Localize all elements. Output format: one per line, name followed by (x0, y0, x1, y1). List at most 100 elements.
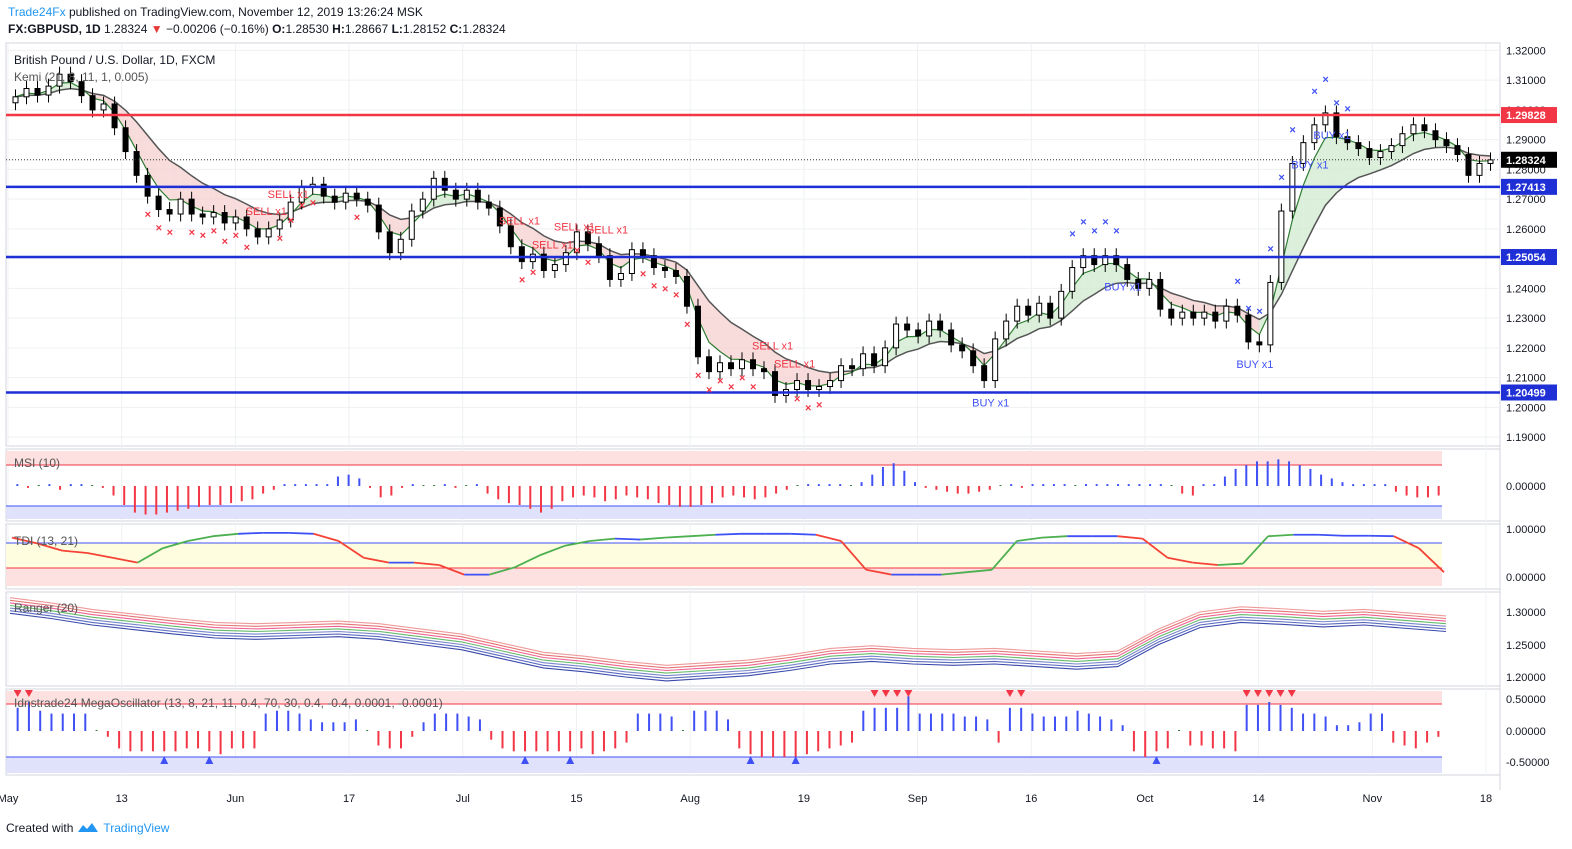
candle-body (661, 267, 668, 272)
candle-body (1058, 290, 1065, 319)
candle-body (1168, 308, 1175, 319)
tradingview-logo-icon (78, 823, 99, 832)
buy-marker: × (1333, 98, 1339, 110)
candle-body (1443, 139, 1450, 147)
candle-body (1212, 311, 1219, 322)
candle-body (243, 216, 250, 230)
cloud-segment (169, 160, 181, 200)
x-tick-label: 15 (570, 793, 582, 805)
cloud-segment (741, 329, 753, 364)
sell-marker: × (574, 245, 580, 257)
sell-arrow-icon (904, 690, 913, 697)
y-tick-label: 0.00000 (1506, 481, 1546, 493)
buy-arrow-icon (160, 756, 169, 764)
candle-body (606, 255, 613, 280)
candle-body (1300, 142, 1307, 164)
tdi-line-segment (36, 542, 63, 552)
candle-body (1333, 112, 1340, 138)
candle-body (1344, 136, 1351, 144)
cloud-segment (202, 183, 214, 212)
candle-body (1421, 124, 1428, 132)
candle-body (1355, 142, 1362, 150)
open-label: O: (272, 22, 286, 36)
cloud-segment (125, 110, 137, 151)
sell-marker: × (189, 227, 195, 239)
candle-body (375, 204, 382, 233)
candle-body (23, 88, 30, 98)
tdi-line-segment (112, 556, 138, 564)
tdi-line-segment (614, 537, 641, 541)
sell-arrow-icon (13, 690, 22, 697)
publisher-link[interactable]: Trade24Fx (8, 5, 66, 19)
tdi-line-segment (212, 532, 239, 538)
candle-body (78, 81, 85, 97)
y-tick-label: 1.22000 (1506, 343, 1546, 355)
sell-marker: × (816, 400, 822, 412)
sell-signal-label: SELL x1 (532, 240, 573, 252)
sell-marker: × (530, 267, 536, 279)
tdi-line-segment (1141, 537, 1169, 559)
cloud-segment (389, 214, 401, 236)
sell-arrow-icon (1005, 690, 1014, 697)
x-tick-label: Nov (1363, 793, 1383, 805)
tdi-line-segment (815, 533, 842, 542)
candle-body (1047, 302, 1054, 319)
cloud-segment (764, 342, 776, 380)
tdi-line-segment (539, 544, 566, 557)
tdi-line-segment (1268, 533, 1294, 538)
cloud-segment (697, 285, 709, 343)
panel-title: Idnstrade24 MegaOscillator (13, 8, 21, 1… (14, 696, 443, 710)
cloud-segment (235, 198, 247, 223)
sell-arrow-icon (1276, 690, 1285, 697)
upper-band (6, 451, 1442, 465)
candle-body (353, 192, 360, 200)
tdi-line-segment (941, 571, 967, 576)
candle-body (496, 207, 503, 227)
sell-arrow-icon (893, 690, 902, 697)
y-tick-label: 1.26000 (1506, 224, 1546, 236)
candle-body (1003, 320, 1010, 340)
level-label-box (1501, 249, 1557, 266)
tdi-line-segment (991, 540, 1018, 571)
sell-marker: × (673, 289, 679, 301)
tdi-line-segment (690, 533, 716, 538)
cloud-segment (1028, 312, 1040, 335)
candle-body (1157, 278, 1164, 310)
created-with-text: Created with (6, 821, 74, 835)
candle-body (276, 219, 283, 230)
candle-body (794, 380, 801, 390)
cloud-segment (1017, 320, 1029, 339)
symbol-label[interactable]: FX:GBPUSD, 1D (8, 22, 101, 36)
candle-body (716, 362, 723, 373)
candle-body (915, 329, 922, 337)
sell-signal-label: SELL x1 (246, 206, 287, 218)
tdi-line-segment (790, 532, 816, 536)
buy-signal-label: BUY x1 (1104, 282, 1141, 294)
candle-body (408, 210, 415, 240)
sell-marker: × (739, 373, 745, 385)
tdi-line-segment (640, 536, 666, 541)
candle-body (419, 198, 426, 212)
tdi-line-segment (514, 554, 540, 569)
y-tick-label: 0.00000 (1506, 726, 1546, 738)
sell-marker: × (288, 215, 294, 227)
change-text: −0.00206 (−0.16%) (166, 22, 269, 36)
cloud-segment (1413, 132, 1425, 154)
tradingview-link[interactable]: TradingView (103, 821, 170, 835)
y-tick-label: 0.00000 (1506, 572, 1546, 584)
low-label: L: (391, 22, 403, 36)
candle-body (992, 338, 999, 382)
cloud-segment (1083, 269, 1095, 301)
candle-body (177, 198, 184, 215)
sell-marker: × (156, 223, 162, 235)
cloud-segment (136, 121, 148, 172)
candle-body (683, 275, 690, 307)
candle-body (694, 305, 701, 358)
candle-body (320, 183, 327, 197)
sell-arrow-icon (1253, 690, 1262, 697)
candle-body (34, 88, 41, 96)
candle-body (628, 249, 635, 274)
cloud-segment (730, 322, 742, 360)
candle-body (1465, 154, 1472, 176)
